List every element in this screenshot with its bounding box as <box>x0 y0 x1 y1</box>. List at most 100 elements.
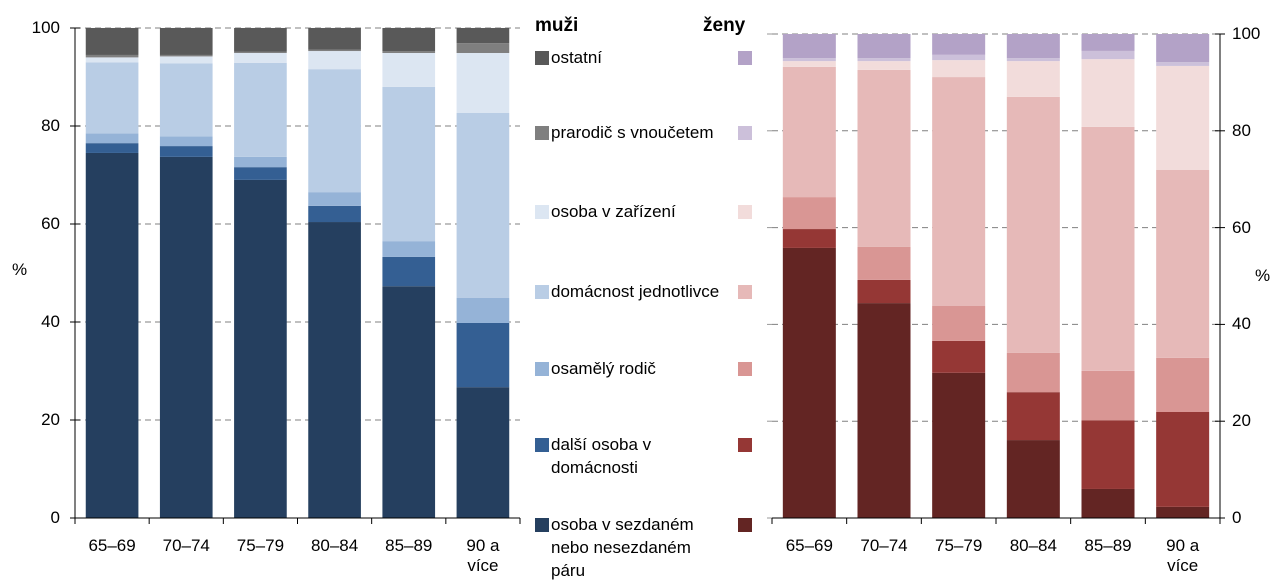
bar-segment <box>857 246 911 280</box>
bar-segment <box>234 156 287 168</box>
bar-segment <box>382 51 436 53</box>
bar-segment <box>857 279 911 304</box>
bar-segment <box>308 205 361 223</box>
bar-segment <box>456 112 510 298</box>
bar-segment <box>782 197 836 230</box>
y-tick-label: 80 <box>1232 120 1251 140</box>
bar-segment <box>308 222 361 519</box>
bar-segment <box>932 54 986 61</box>
bar-segment <box>857 61 911 70</box>
bar-segment <box>1156 412 1210 507</box>
legend-swatch <box>535 51 549 65</box>
bar-segment <box>85 133 139 144</box>
bar-segment <box>1156 65 1210 171</box>
legend-label: domácnost jednotlivce <box>551 282 720 301</box>
bar-segment <box>308 51 361 70</box>
bar-segment <box>857 58 911 62</box>
legend-swatch <box>535 362 549 376</box>
x-tick-label: 75–79 <box>935 536 983 555</box>
bar-segment <box>1156 170 1210 358</box>
bar-segment <box>308 28 361 50</box>
bar-segment <box>782 247 836 519</box>
bar-segment <box>234 52 287 63</box>
x-tick-label: 70–74 <box>860 536 908 555</box>
chart-title: muži <box>535 15 579 36</box>
legend-swatch <box>738 126 752 140</box>
bar-segment <box>382 256 436 287</box>
legend-swatch <box>535 438 549 452</box>
bar-segment <box>782 66 836 198</box>
bar-segment <box>1156 506 1210 518</box>
bar-segment <box>932 34 986 55</box>
y-axis-label: % <box>12 260 28 279</box>
bar-segment <box>932 60 986 78</box>
y-tick-label: 20 <box>41 410 60 429</box>
bar-segment <box>1006 58 1060 62</box>
x-tick-label: 65–69 <box>785 536 833 555</box>
bar-segment <box>932 77 986 307</box>
legend-swatch <box>738 518 752 532</box>
bar-segment <box>308 192 361 206</box>
chart-title: ženy <box>703 15 746 36</box>
bar-segment <box>782 229 836 248</box>
legend-label: prarodič s vnoučetem <box>551 123 714 142</box>
x-tick-label: 85–89 <box>1084 536 1132 555</box>
bar-segment <box>85 152 139 518</box>
y-tick-label: 0 <box>50 508 60 527</box>
bar-segment <box>1081 420 1135 489</box>
bar-segment <box>932 372 986 518</box>
bar-segment <box>932 340 986 373</box>
bar-segment <box>1006 96 1060 353</box>
bar-segment <box>159 146 213 157</box>
bar-segment <box>1081 370 1135 421</box>
bar-segment <box>456 52 510 113</box>
bar-segment <box>308 69 361 193</box>
bar-segment <box>782 34 836 59</box>
bar-segment <box>932 306 986 341</box>
x-tick-label: 85–89 <box>385 536 433 555</box>
bar-segment <box>159 156 213 518</box>
bar-segment <box>382 86 436 242</box>
bar-segment <box>382 286 436 518</box>
bar-segment <box>1156 357 1210 413</box>
legend-swatch <box>738 205 752 219</box>
bar-segment <box>456 322 510 388</box>
bar-segment <box>857 303 911 518</box>
bar-segment <box>1081 59 1135 127</box>
bar-segment <box>234 62 287 157</box>
bar-segment <box>782 58 836 62</box>
legend-swatch <box>535 126 549 140</box>
bar-segment <box>1006 392 1060 441</box>
bar-segment <box>1006 352 1060 393</box>
x-tick-label: 90 a více <box>466 536 500 575</box>
legend-label: osoba v zařízení <box>551 202 676 221</box>
y-tick-label: 80 <box>41 116 60 135</box>
bar-segment <box>1081 488 1135 518</box>
x-tick-label: 70–74 <box>162 536 210 555</box>
bar-segment <box>159 136 213 147</box>
bar-segment <box>234 28 287 52</box>
bar-segment <box>456 28 510 44</box>
legend-swatch <box>535 518 549 532</box>
legend-swatch <box>738 285 752 299</box>
y-tick-label: 60 <box>1232 217 1251 237</box>
x-tick-label: 65–69 <box>88 536 136 555</box>
legend-label: osamělý rodič <box>551 359 656 378</box>
x-tick-label: 80–84 <box>1009 536 1057 555</box>
bar-segment <box>85 143 139 153</box>
bar-segment <box>1156 62 1210 66</box>
y-tick-label: 40 <box>1232 314 1251 334</box>
bar-segment <box>85 28 139 55</box>
bar-segment <box>234 51 287 53</box>
bar-segment <box>382 28 436 52</box>
bar-segment <box>159 54 213 57</box>
bar-segment <box>857 34 911 59</box>
bar-segment <box>456 43 510 53</box>
bar-segment <box>159 28 213 55</box>
bar-segment <box>85 54 139 58</box>
y-tick-label: 100 <box>1232 24 1261 43</box>
bar-segment <box>159 56 213 64</box>
x-tick-label: 80–84 <box>310 536 359 555</box>
legend-swatch <box>738 438 752 452</box>
